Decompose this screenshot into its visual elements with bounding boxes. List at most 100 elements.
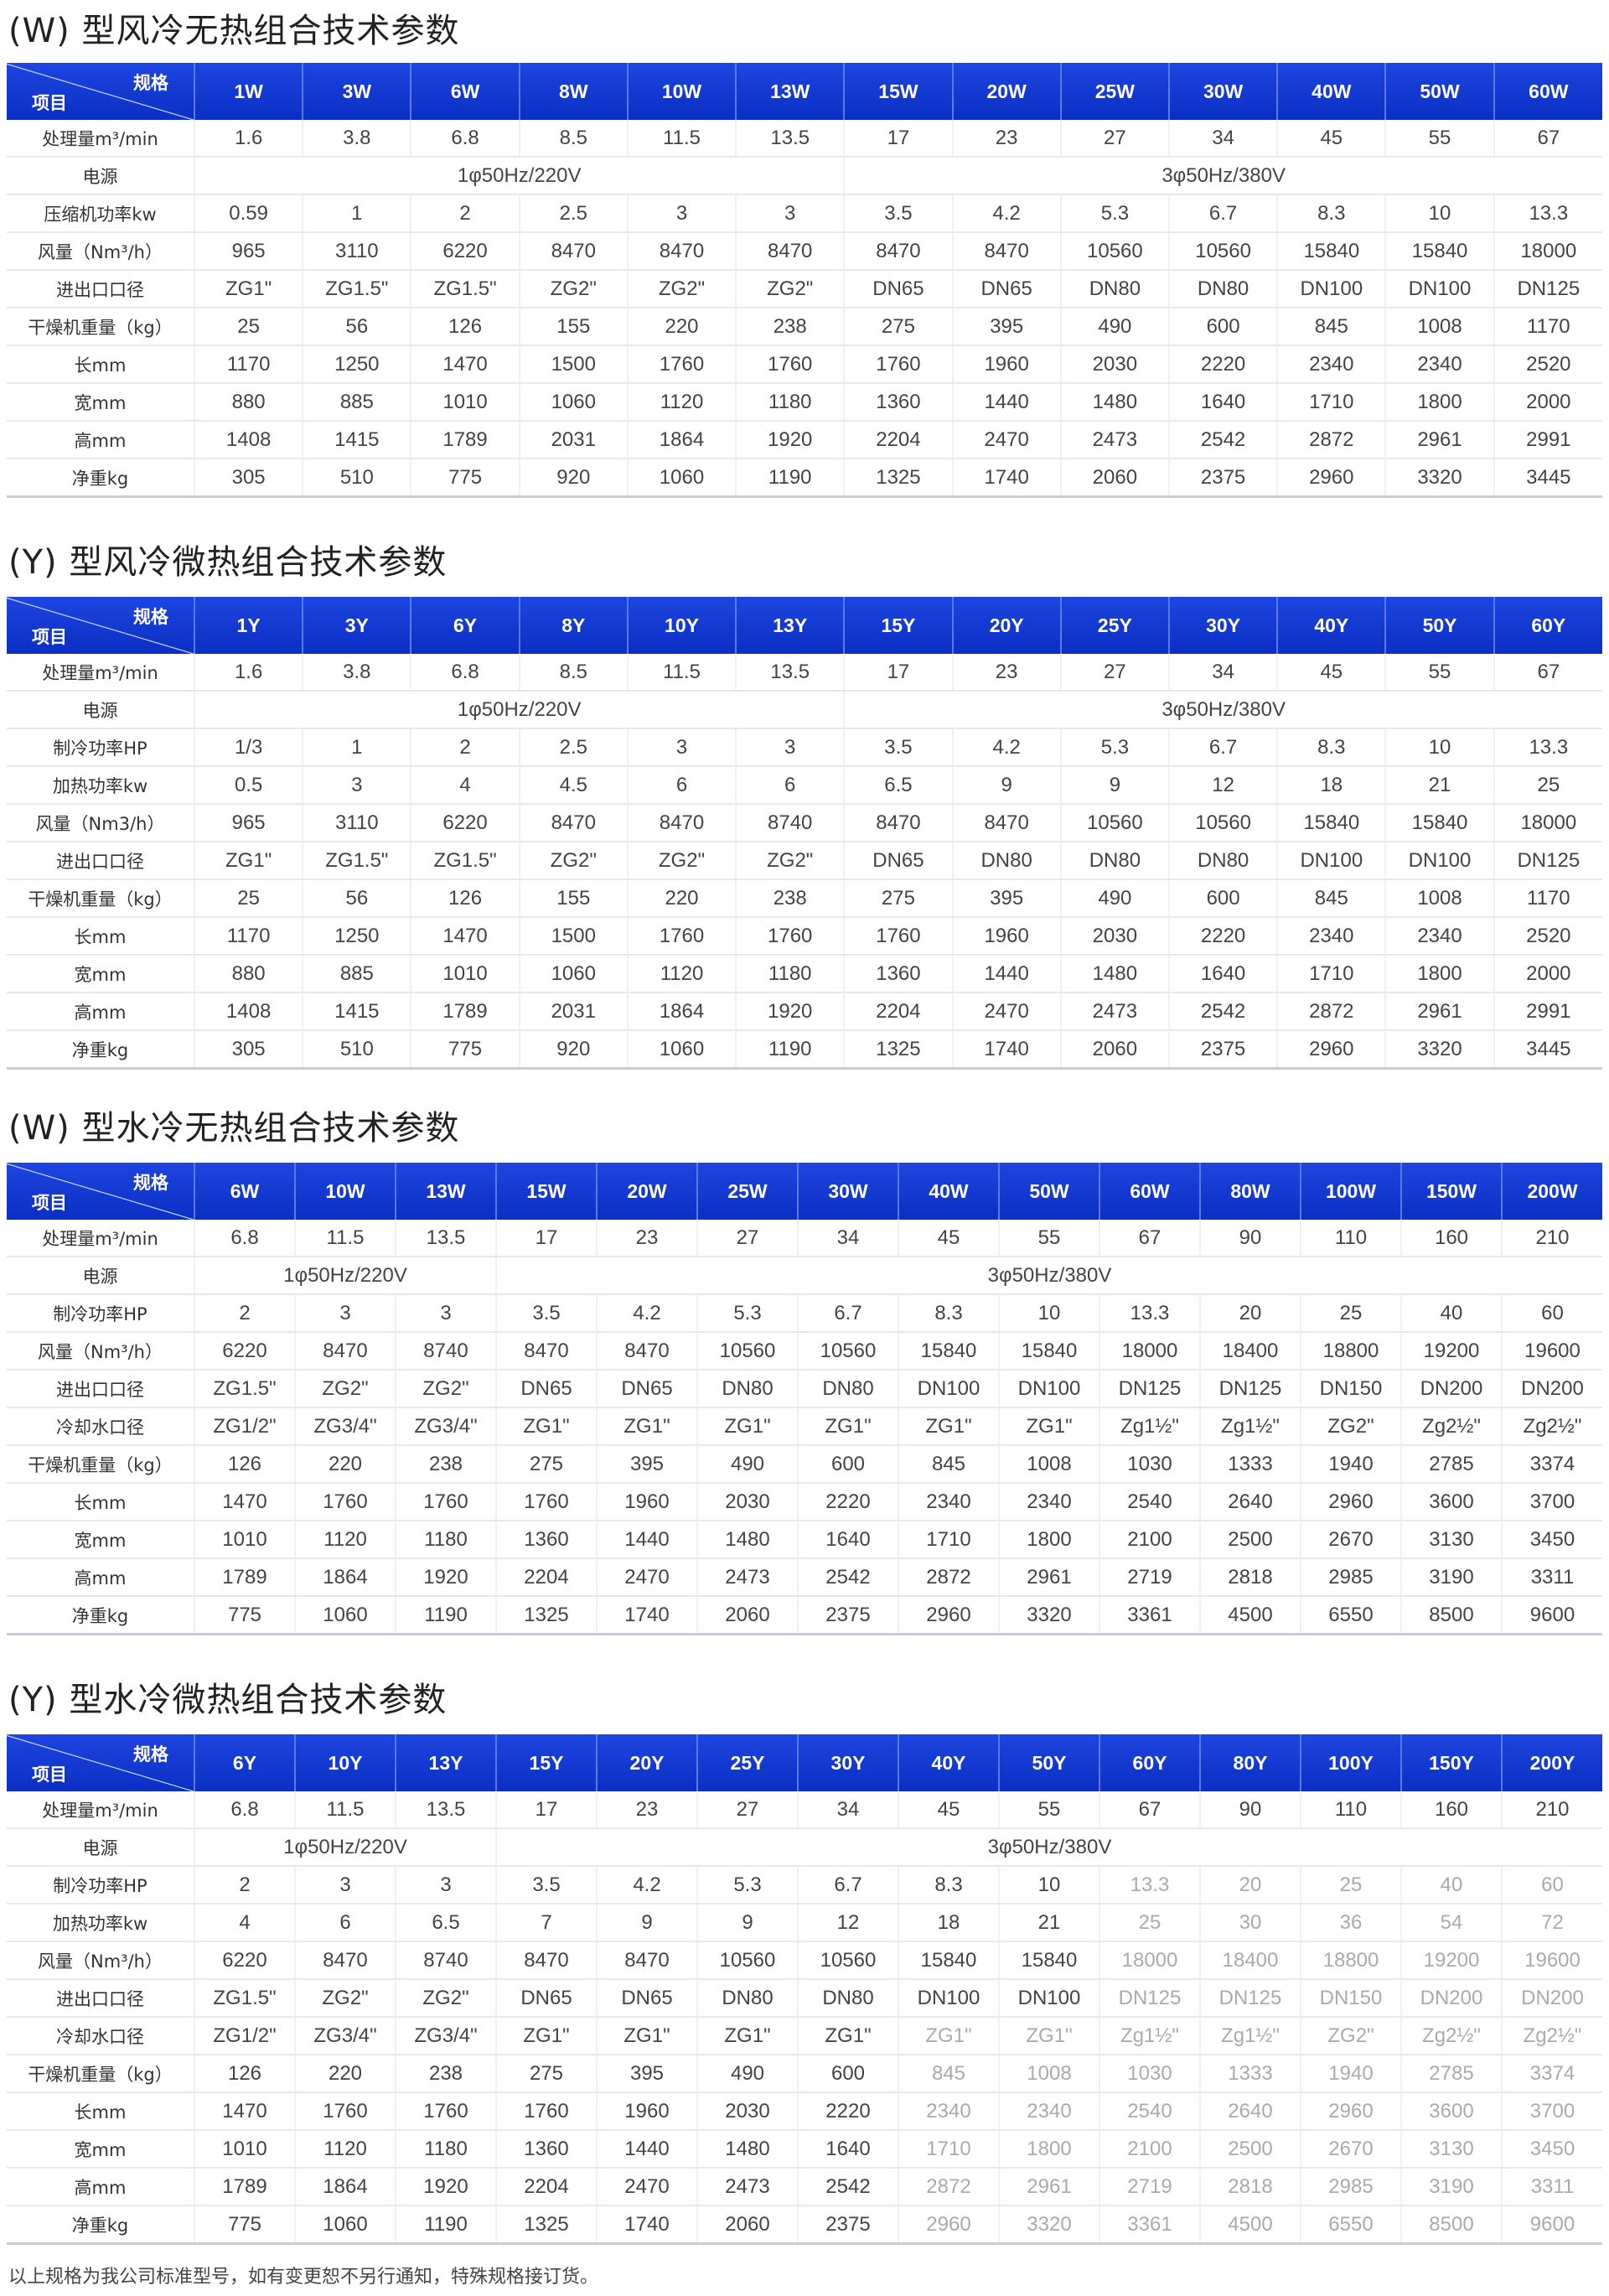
table-row: 宽mm 1010 1120 1180 1360 1440 1480 1640 1710 1800 2… <box>7 1521 1602 1559</box>
table-cell: 3700 <box>1501 1483 1602 1521</box>
table-cell: 18 <box>898 1904 999 1942</box>
table-cell: 8470 <box>518 804 628 842</box>
table-cell: 1170 <box>1493 308 1602 346</box>
column-header: 20W <box>596 1163 697 1220</box>
table-cell: DN125 <box>1099 1370 1200 1408</box>
table-cell: DN125 <box>1199 1370 1301 1408</box>
table-cell: 1008 <box>1384 879 1494 918</box>
table-cell: 15840 <box>1384 804 1494 842</box>
table-cell: 3 <box>294 1866 396 1905</box>
table-cell: 845 <box>898 2055 999 2093</box>
table-cell: 2542 <box>1167 421 1278 459</box>
table-cell: 1 <box>302 728 411 767</box>
table-row: 压缩机功率kw 0.59 1 2 2.5 3 3 3.5 4.2 5.3 6.7 8.3 10 13.3 <box>7 194 1602 233</box>
table-row: 长mm 1170 1250 1470 1500 1760 1760 1760 1960 2030 2… <box>7 345 1602 384</box>
table-cell: ZG1" <box>596 1407 697 1446</box>
table-cell: 1170 <box>1493 879 1602 918</box>
table-cell: DN80 <box>1059 270 1169 308</box>
table-cell: 6 <box>626 766 737 805</box>
table-cell: 2375 <box>797 2205 898 2245</box>
table-cell: ZG1.5" <box>302 270 411 308</box>
table-cell: 8470 <box>495 1941 597 1980</box>
table-cell: 1740 <box>951 1030 1061 1070</box>
column-header: 20Y <box>951 597 1061 654</box>
table-cell: ZG2" <box>1300 2017 1401 2055</box>
table-cell: 23 <box>596 1220 697 1257</box>
table-cell: 1360 <box>495 1521 597 1559</box>
row-label: 长mm <box>7 917 195 956</box>
row-label: 处理量m³/min <box>7 1220 194 1257</box>
table-cell: 18000 <box>1099 1941 1200 1980</box>
table-row: 干燥机重量（kg） 25 56 126 155 220 238 275 395 490 600 845… <box>7 308 1602 346</box>
table-cell: 2340 <box>1384 345 1494 384</box>
table-cell: 2060 <box>1059 459 1169 498</box>
table-cell: 27 <box>1059 120 1169 158</box>
table-cell: 2991 <box>1493 993 1602 1031</box>
table-cell: 8.5 <box>518 120 628 158</box>
table-cell: 510 <box>302 1030 411 1070</box>
table-cell: 1940 <box>1300 1445 1401 1484</box>
table-row: 净重kg 775 1060 1190 1325 1740 2060 2375 2960 3320 3… <box>7 2205 1602 2245</box>
row-label: 处理量m³/min <box>7 654 195 692</box>
table-cell: Zg2½" <box>1501 2017 1602 2055</box>
table-cell: 3361 <box>1099 2205 1200 2245</box>
table-cell: 2340 <box>998 2092 1099 2131</box>
table-row: 高mm 1789 1864 1920 2204 2470 2473 2542 2872 2961 2… <box>7 1558 1602 1597</box>
table-cell: DN65 <box>596 1370 697 1408</box>
table-cell: DN125 <box>1099 1979 1200 2018</box>
row-label: 净重kg <box>7 1030 195 1070</box>
column-header: 15W <box>843 63 953 120</box>
table-cell: 13.5 <box>735 654 845 692</box>
table-cell: 40 <box>1400 1866 1502 1905</box>
table-cell: ZG1" <box>596 2017 697 2055</box>
table-cell: 2785 <box>1400 1445 1502 1484</box>
table-cell: 160 <box>1400 1220 1502 1257</box>
table-cell: 10 <box>998 1294 1099 1333</box>
table-cell: 3320 <box>998 2205 1099 2245</box>
corner-spec-label: 规格 <box>133 1174 168 1193</box>
table-cell: 2220 <box>1167 917 1278 956</box>
table-cell: 1760 <box>395 1483 496 1521</box>
table-cell: DN65 <box>495 1979 597 2018</box>
table-cell: 13.5 <box>735 120 845 158</box>
table-cell: 1440 <box>596 2130 697 2169</box>
table-cell: 3 <box>302 766 411 805</box>
table-cell: 2540 <box>1099 2092 1200 2131</box>
table-cell: 885 <box>302 955 411 993</box>
table-cell: 2470 <box>951 421 1061 459</box>
table-cell: 2960 <box>898 1596 999 1635</box>
table-cell: 1940 <box>1300 2055 1401 2093</box>
column-header: 15Y <box>843 597 953 654</box>
table-cell: 9600 <box>1501 2205 1602 2245</box>
table-cell: 45 <box>898 1220 999 1257</box>
table-cell: 775 <box>194 2205 295 2245</box>
table-cell: 1360 <box>495 2130 597 2169</box>
table-cell: 2060 <box>1059 1030 1169 1070</box>
table-cell: ZG2" <box>735 842 845 880</box>
table-cell: 1920 <box>735 421 845 459</box>
table-cell: 1030 <box>1099 2055 1200 2093</box>
table-cell: 1760 <box>735 345 845 384</box>
table-cell: 2100 <box>1099 2130 1200 2169</box>
table-cell: 965 <box>194 804 303 842</box>
table-cell: 3.5 <box>495 1866 597 1905</box>
table-row: 宽mm 880 885 1010 1060 1120 1180 1360 1440 1480 164… <box>7 955 1602 993</box>
table-cell: 20 <box>1199 1866 1301 1905</box>
table-cell: 18000 <box>1099 1332 1200 1371</box>
table-cell: ZG3/4" <box>294 1407 396 1446</box>
column-header: 80W <box>1199 1163 1301 1220</box>
table-cell: 2470 <box>596 1558 697 1597</box>
table-cell: 3.8 <box>302 654 411 692</box>
table-row: 冷却水口径 ZG1/2" ZG3/4" ZG3/4" ZG1" ZG1" ZG1" ZG1" Z… <box>7 2017 1602 2055</box>
table-cell: 20 <box>1199 1294 1301 1333</box>
table-cell: 1760 <box>395 2092 496 2131</box>
table-cell: 2.5 <box>518 194 628 233</box>
table-cell: 2340 <box>998 1483 1099 1521</box>
table-cell: ZG2" <box>395 1979 496 2018</box>
table-cell: 1864 <box>626 993 737 1031</box>
spec-table-y-water: 规格 项目 6Y 10Y 13Y 15Y 20Y 25Y 30Y 40Y 50Y 60Y 80Y 100Y… <box>7 1734 1602 2245</box>
column-header: 50Y <box>998 1734 1099 1791</box>
table-cell: 2340 <box>898 2092 999 2131</box>
table-cell: 1640 <box>1167 955 1278 993</box>
row-label: 进出口口径 <box>7 1979 194 2018</box>
